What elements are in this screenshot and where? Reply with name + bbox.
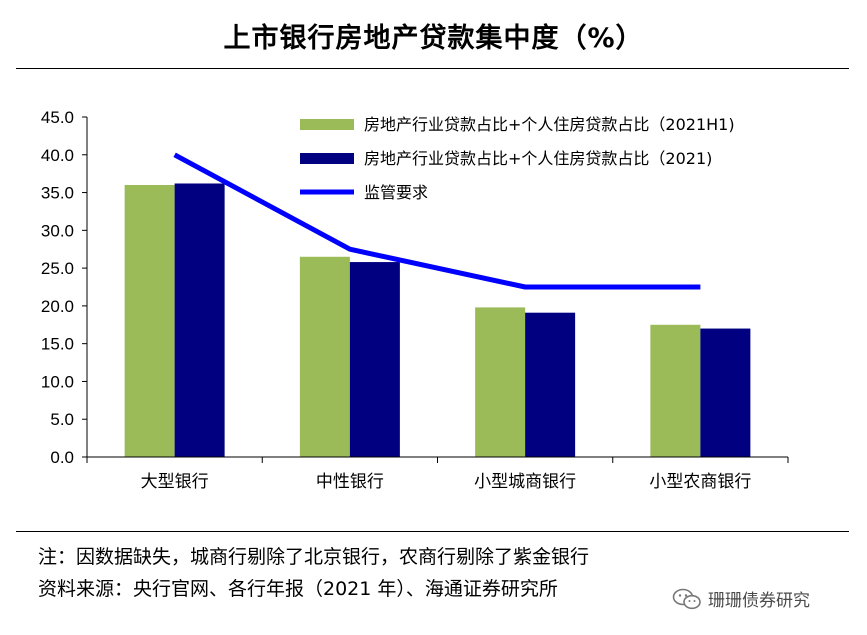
chart: 0.0 5.0 10.0 15.0 20.0 25.0 30.0 35.0 40.0 45.0 大… [41,108,789,492]
bar [525,312,576,457]
y-tick-label: 25.0 [41,259,74,278]
y-tick-label: 20.0 [41,297,74,316]
legend-label: 房地产行业贷款占比+个人住房贷款占比（2021) [364,149,712,168]
x-tick-label: 小型农商银行 [649,472,751,492]
y-tick-label: 15.0 [41,335,74,354]
y-axis: 0.0 5.0 10.0 15.0 20.0 25.0 30.0 35.0 40.0 45.0 [41,108,88,467]
bar [124,185,175,457]
y-tick-label: 5.0 [50,410,74,429]
y-tick-label: 35.0 [41,184,74,203]
x-tick-label: 中性银行 [316,472,384,492]
legend: 房地产行业贷款占比+个人住房贷款占比（2021H1) 房地产行业贷款占比+个人住房… [300,115,735,202]
series-line [173,152,701,290]
bottom-rule [16,531,849,532]
x-tick-label: 小型城商银行 [474,472,576,492]
legend-label: 监管要求 [364,183,428,202]
note-text: 注：因数据缺失，城商行剔除了北京银行，农商行剔除了紫金银行 [38,546,590,568]
x-axis: 大型银行 中性银行 小型城商银行 小型农商银行 [86,456,789,492]
y-tick-label: 10.0 [41,372,74,391]
bar [299,256,350,457]
bar [475,307,526,457]
x-tick-label: 大型银行 [141,472,209,492]
y-tick-label: 40.0 [41,146,74,165]
watermark: 珊珊债券研究 [672,586,810,611]
legend-swatch [300,119,354,130]
y-tick-label: 45.0 [41,108,74,127]
legend-label: 房地产行业贷款占比+个人住房贷款占比（2021H1) [364,115,735,134]
chart-title: 上市银行房地产贷款集中度（%） [223,23,644,54]
y-tick-label: 30.0 [41,221,74,240]
top-rule [16,68,849,69]
regulation-line [173,152,701,290]
wechat-icon [672,588,701,609]
y-tick-label: 0.0 [50,448,74,467]
bar [349,262,400,457]
source-text: 资料来源：央行官网、各行年报（2021 年）、海通证券研究所 [38,578,558,600]
bar [700,328,751,457]
bar [650,324,701,457]
bar [174,183,225,457]
watermark-text: 珊珊债券研究 [708,591,810,611]
legend-swatch [300,153,354,164]
bars [124,183,751,457]
